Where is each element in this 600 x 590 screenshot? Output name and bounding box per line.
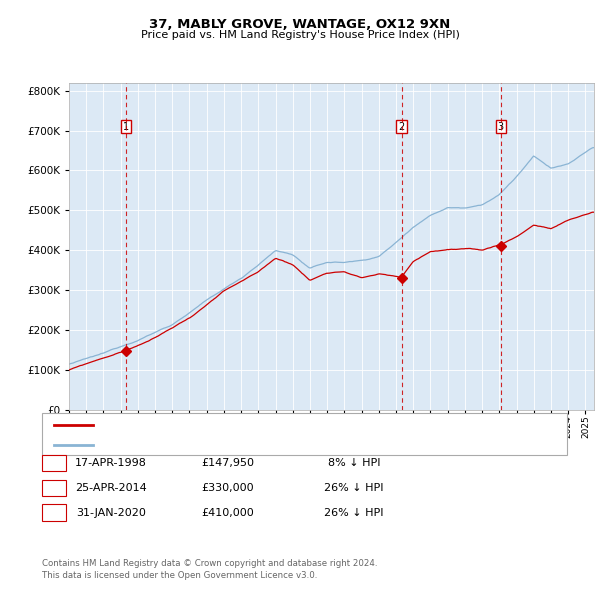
Text: £330,000: £330,000 — [202, 483, 254, 493]
Text: HPI: Average price, detached house, Vale of White Horse: HPI: Average price, detached house, Vale… — [99, 440, 395, 450]
Text: 37, MABLY GROVE, WANTAGE, OX12 9XN (detached house): 37, MABLY GROVE, WANTAGE, OX12 9XN (deta… — [99, 420, 406, 430]
Text: 2: 2 — [50, 483, 58, 493]
Text: Price paid vs. HM Land Registry's House Price Index (HPI): Price paid vs. HM Land Registry's House … — [140, 30, 460, 40]
Text: 1: 1 — [50, 458, 58, 468]
Text: 8% ↓ HPI: 8% ↓ HPI — [328, 458, 380, 468]
Text: 37, MABLY GROVE, WANTAGE, OX12 9XN: 37, MABLY GROVE, WANTAGE, OX12 9XN — [149, 18, 451, 31]
Text: 17-APR-1998: 17-APR-1998 — [75, 458, 147, 468]
Text: 2: 2 — [398, 122, 404, 132]
Text: £147,950: £147,950 — [202, 458, 254, 468]
Text: 3: 3 — [50, 508, 58, 517]
Text: This data is licensed under the Open Government Licence v3.0.: This data is licensed under the Open Gov… — [42, 571, 317, 579]
Text: 25-APR-2014: 25-APR-2014 — [75, 483, 147, 493]
Text: 26% ↓ HPI: 26% ↓ HPI — [324, 508, 384, 517]
Text: 31-JAN-2020: 31-JAN-2020 — [76, 508, 146, 517]
Text: 26% ↓ HPI: 26% ↓ HPI — [324, 483, 384, 493]
Text: 3: 3 — [497, 122, 504, 132]
Text: £410,000: £410,000 — [202, 508, 254, 517]
Text: Contains HM Land Registry data © Crown copyright and database right 2024.: Contains HM Land Registry data © Crown c… — [42, 559, 377, 568]
Text: 1: 1 — [122, 122, 128, 132]
